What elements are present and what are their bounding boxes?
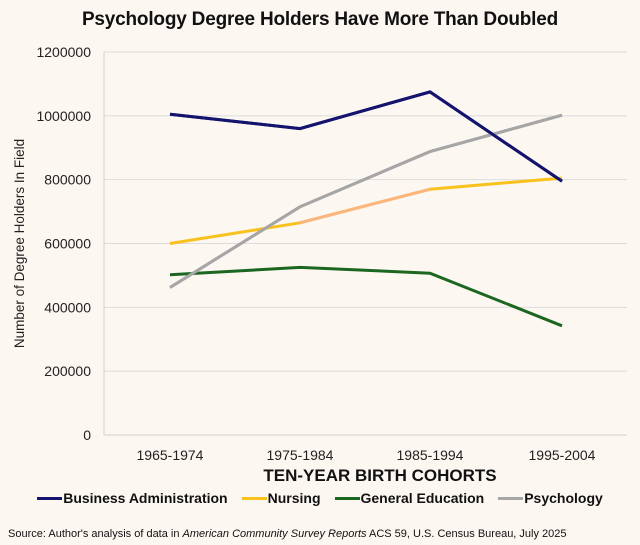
legend-label: Psychology [524, 490, 603, 506]
series-line-overlay [169, 113, 563, 289]
x-tick-label: 1985-1994 [397, 447, 464, 463]
y-tick-label: 800000 [44, 172, 91, 188]
legend-label: Nursing [267, 490, 321, 506]
series-line-general-education [169, 265, 563, 328]
legend-swatch-icon [241, 496, 267, 500]
chart-title: Psychology Degree Holders Have More Than… [81, 9, 559, 30]
series-line-nursing [169, 176, 563, 245]
legend-item-psychology: Psychology [498, 490, 603, 506]
series-line-overlay [169, 90, 563, 183]
source-note: Source: Author's analysis of data in Ame… [8, 528, 567, 540]
legend-label: Business Administration [63, 490, 228, 506]
x-axis-label: TEN-YEAR BIRTH COHORTS [263, 466, 497, 485]
series-line-business-administration [169, 90, 563, 183]
legend-label: General Education [360, 490, 485, 506]
y-tick-label: 1200000 [36, 44, 91, 60]
legend-item-general-education: General Education [334, 490, 485, 506]
y-tick-label: 400000 [44, 299, 91, 315]
y-tick-label: 600000 [44, 236, 91, 252]
legend: Business Administration Nursing General … [0, 490, 640, 506]
legend-swatch-icon [37, 496, 63, 500]
source-publication: American Community Survey Reports [182, 528, 367, 540]
x-tick-label: 1995-2004 [529, 447, 596, 463]
series-segment-nursing-highlight [299, 187, 431, 225]
legend-swatch-icon [498, 496, 524, 500]
legend-swatch-icon [334, 496, 360, 500]
y-axis-label: Number of Degree Holders In Field [12, 139, 27, 348]
x-tick-label: 1975-1984 [267, 447, 334, 463]
y-tick-label: 1000000 [36, 108, 91, 124]
x-tick-label: 1965-1974 [137, 447, 204, 463]
y-tick-label: 0 [83, 427, 91, 443]
y-tick-label: 200000 [44, 363, 91, 379]
legend-item-nursing: Nursing [241, 490, 321, 506]
legend-item-business-administration: Business Administration [37, 490, 228, 506]
